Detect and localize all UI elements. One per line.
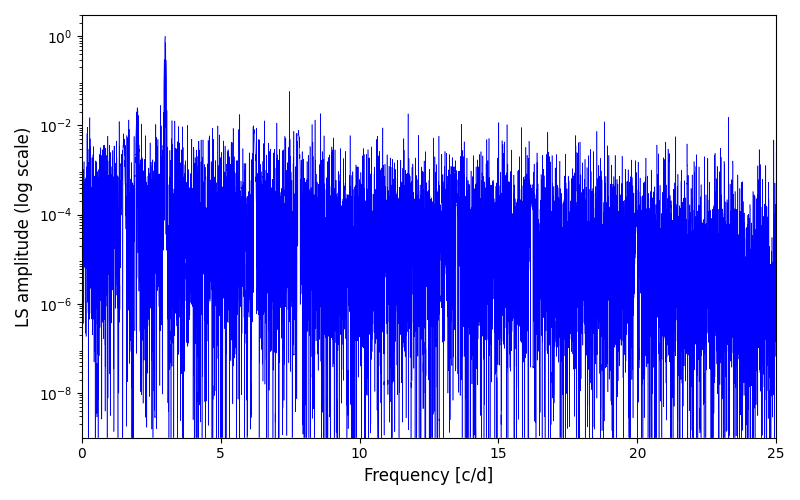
Y-axis label: LS amplitude (log scale): LS amplitude (log scale) [15, 126, 33, 326]
X-axis label: Frequency [c/d]: Frequency [c/d] [364, 467, 494, 485]
